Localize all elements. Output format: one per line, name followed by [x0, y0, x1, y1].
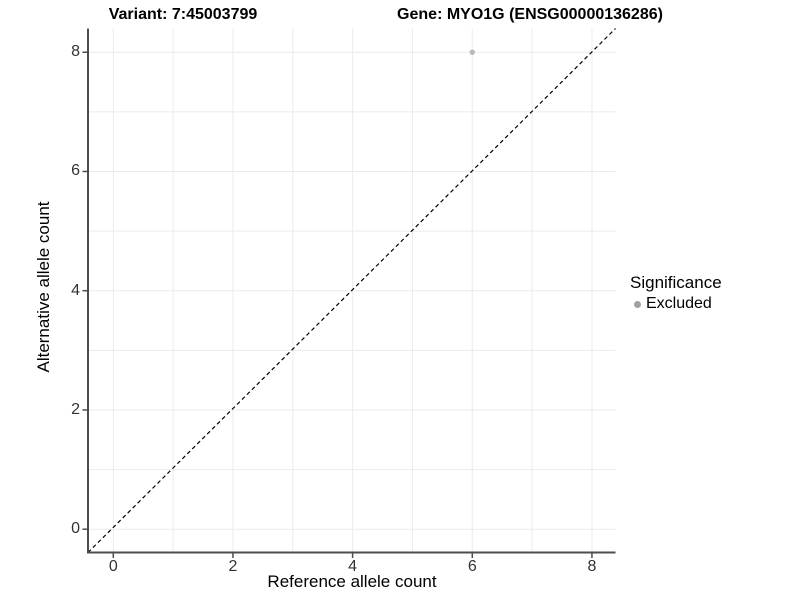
x-tick-label: 8: [587, 558, 597, 575]
y-tick-label: 0: [71, 520, 80, 538]
y-tick-label: 2: [71, 400, 80, 418]
legend-item-excluded: Excluded: [630, 295, 722, 313]
excluded-point-icon: [634, 300, 641, 308]
y-tick-label: 4: [71, 281, 80, 299]
legend: Significance Excluded: [630, 273, 722, 313]
identity-reference-line: [87, 28, 616, 553]
x-tick-label: 4: [348, 558, 358, 575]
x-tick-label: 0: [108, 558, 118, 575]
legend-item-label: Excluded: [646, 295, 712, 312]
x-tick-label: 6: [467, 558, 477, 575]
variant-title: Variant: 7:45003799: [108, 6, 258, 23]
y-axis-title: Alternative allele count: [34, 201, 53, 373]
x-tick-label: 2: [228, 558, 238, 575]
y-tick-label: 6: [71, 162, 80, 180]
data-point: [469, 49, 475, 55]
x-axis-title: Reference allele count: [267, 572, 437, 591]
gene-title: Gene: MYO1G (ENSG00000136286): [397, 6, 663, 23]
y-tick-label: 8: [71, 43, 80, 61]
legend-title: Significance: [630, 273, 722, 292]
